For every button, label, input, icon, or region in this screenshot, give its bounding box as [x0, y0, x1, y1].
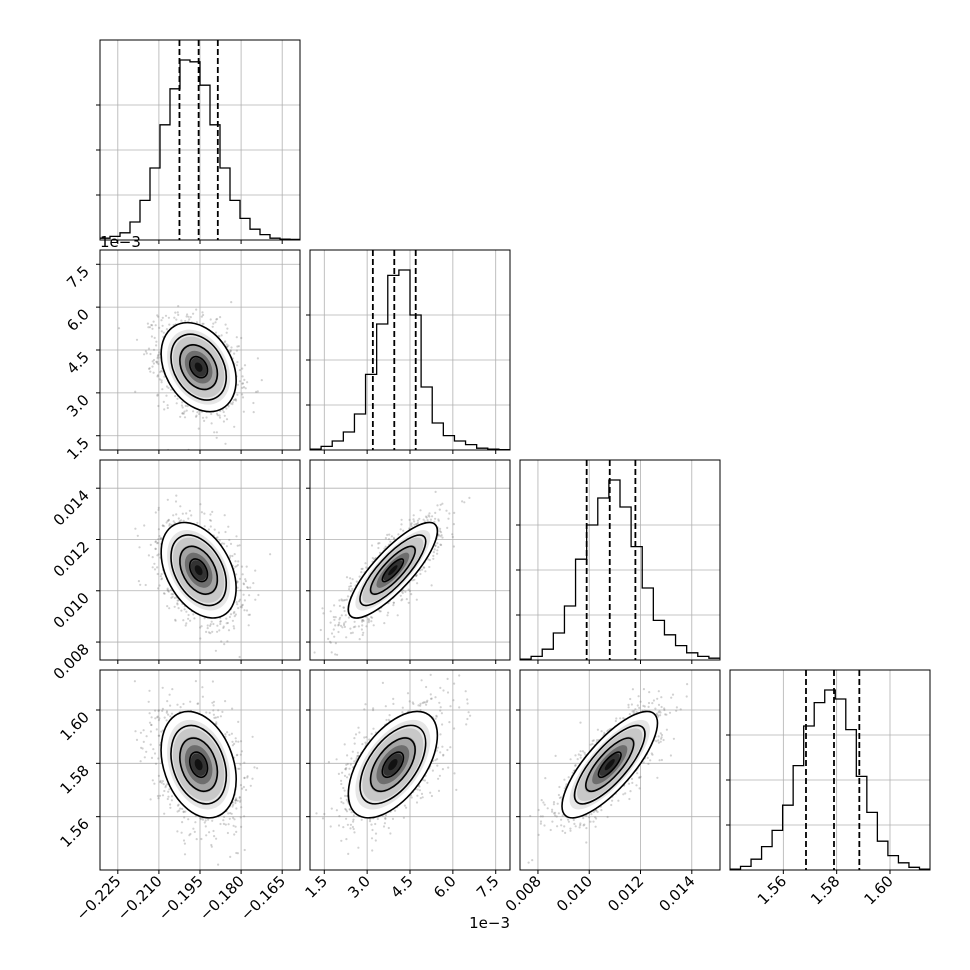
scatter-panel-3-2 — [516, 669, 721, 874]
panel-frame — [309, 249, 511, 451]
contour-line — [170, 724, 228, 805]
x-tick-label: 1.56 — [754, 872, 790, 908]
contour-line — [188, 751, 209, 779]
scatter-panel-3-1 — [306, 669, 511, 874]
x-tick-label: 1.60 — [860, 872, 896, 908]
contour-line — [573, 724, 646, 805]
contour-line — [179, 737, 219, 793]
y-tick-label: 7.5 — [63, 262, 93, 292]
x-tick-label: −0.180 — [196, 872, 248, 924]
contour-line — [347, 710, 439, 819]
contour-line — [160, 521, 237, 619]
panel-frame — [309, 669, 511, 871]
y-tick-label: 1.56 — [56, 815, 92, 851]
contour-line — [359, 534, 427, 607]
contour-line — [179, 344, 219, 391]
contour-line — [381, 751, 405, 779]
contour-line — [170, 534, 228, 607]
scatter-panel-2-0 — [96, 459, 301, 664]
contour-line — [369, 737, 416, 793]
y-tick-label: 6.0 — [63, 305, 93, 335]
density-fill — [604, 759, 615, 771]
x-tick-label: 1.5 — [302, 872, 332, 902]
contour-line — [188, 558, 209, 583]
contour-line — [170, 333, 228, 401]
x-tick-label: 0.014 — [656, 872, 699, 915]
y-tick-label: 4.5 — [63, 348, 93, 378]
y-tick-label: 0.012 — [50, 538, 93, 581]
y-offset-label: 1e−3 — [100, 233, 141, 251]
x-offset-label: 1e−3 — [469, 914, 510, 932]
panel-frame — [519, 669, 721, 871]
contour-line — [597, 751, 622, 779]
contour-line — [179, 545, 219, 595]
x-tick-label: −0.195 — [155, 872, 207, 924]
histogram-panel-3 — [726, 669, 931, 874]
panel-frame — [99, 39, 301, 241]
panel-frame — [519, 459, 721, 661]
panel-frame — [99, 669, 301, 871]
histogram-bars — [100, 59, 300, 240]
y-tick-label: 1.5 — [63, 434, 93, 464]
x-tick-label: −0.210 — [114, 872, 166, 924]
contour-line — [369, 545, 416, 595]
contour-line — [561, 710, 659, 819]
scatter-panel-2-1 — [306, 459, 511, 664]
x-tick-label: 0.008 — [502, 872, 545, 915]
panel-frame — [309, 459, 511, 661]
contour-line — [585, 737, 635, 793]
histogram-bars — [310, 269, 510, 450]
x-tick-label: 4.5 — [387, 872, 417, 902]
x-tick-label: 0.012 — [604, 872, 647, 915]
y-tick-label: 1.60 — [56, 708, 92, 744]
histogram-panel-2 — [516, 459, 721, 664]
density-fill — [388, 565, 398, 576]
y-tick-label: 0.010 — [50, 589, 93, 632]
histogram-panel-0 — [96, 39, 301, 244]
density-fill — [194, 362, 203, 372]
x-tick-label: 0.010 — [553, 872, 596, 915]
density-fill — [388, 759, 398, 771]
contour-line — [160, 321, 237, 413]
panel-frame — [729, 669, 931, 871]
contour-line — [381, 558, 405, 583]
panel-frame — [99, 249, 301, 451]
y-tick-label: 1.58 — [56, 761, 92, 797]
contour-line — [359, 724, 427, 805]
x-tick-label: 6.0 — [430, 872, 460, 902]
scatter-panel-3-0 — [96, 669, 301, 874]
scatter-panel-1-0 — [96, 249, 301, 454]
contour-line — [347, 521, 439, 619]
x-tick-label: 3.0 — [344, 872, 374, 902]
x-tick-label: 7.5 — [473, 872, 503, 902]
x-tick-label: 1.58 — [807, 872, 843, 908]
contour-line — [188, 355, 209, 379]
y-tick-label: 0.008 — [50, 640, 93, 683]
panel-frame — [99, 459, 301, 661]
density-fill — [194, 565, 203, 576]
y-tick-label: 0.014 — [50, 486, 93, 529]
x-tick-label: −0.225 — [73, 872, 125, 924]
contour-line — [160, 710, 237, 819]
histogram-bars — [730, 689, 930, 870]
histogram-bars — [520, 479, 720, 660]
density-fill — [194, 759, 203, 771]
y-tick-label: 3.0 — [63, 391, 93, 421]
histogram-panel-1 — [306, 249, 511, 454]
x-tick-label: −0.165 — [237, 872, 289, 924]
